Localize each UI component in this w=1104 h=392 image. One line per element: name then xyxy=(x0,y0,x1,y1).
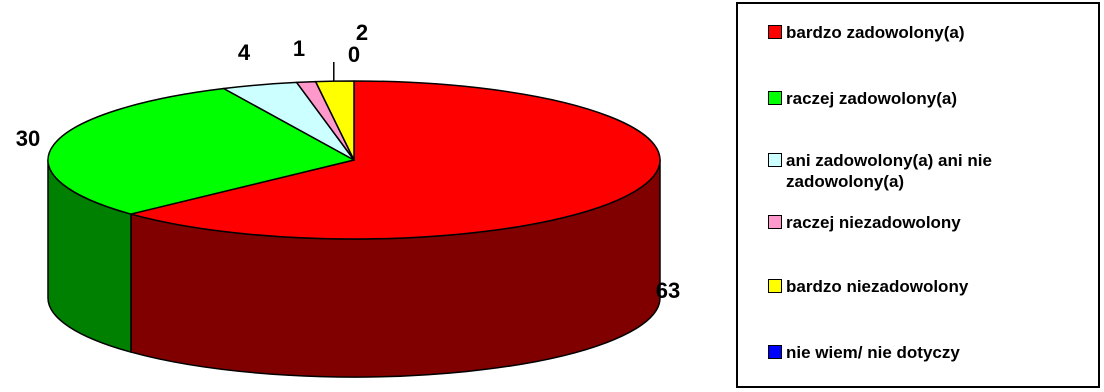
pie-slice-raczej-zadowolony-a xyxy=(47,87,355,215)
data-label-bardzo-niezadowolony: 2 xyxy=(356,20,368,45)
legend-label: nie wiem/ nie dotyczy xyxy=(786,343,960,362)
legend-item-nie-wiem: nie wiem/ nie dotyczy xyxy=(768,342,1086,363)
data-label-raczej-niezadowolony: 1 xyxy=(293,36,305,61)
pie-slice-bardzo-niezadowolony xyxy=(314,80,355,161)
legend-item-raczej-niezadowolony: raczej niezadowolony xyxy=(768,212,1086,233)
legend-item-raczej-zadowolony: raczej zadowolony(a) xyxy=(768,88,1086,109)
legend-item-bardzo-zadowolony: bardzo zadowolony(a) xyxy=(768,22,1086,43)
legend-label: bardzo niezadowolony xyxy=(786,277,969,296)
data-label-bardzo-zadowolony-a: 63 xyxy=(656,278,680,303)
legend-swatch xyxy=(768,25,782,39)
data-label-raczej-zadowolony-a: 30 xyxy=(16,126,40,151)
legend-label: raczej zadowolony(a) xyxy=(786,89,957,108)
legend-swatch xyxy=(768,279,782,293)
data-label-nie-wiem-nie-dotyczy: 0 xyxy=(348,42,360,67)
legend-item-bardzo-niezadowolony: bardzo niezadowolony xyxy=(768,276,1086,297)
chart-legend: bardzo zadowolony(a) raczej zadowolony(a… xyxy=(736,2,1100,388)
data-label-ani-zadowolony-a-ani-nie-zadowolony-a: 4 xyxy=(238,40,251,65)
pie-slice-bardzo-zadowolony-a xyxy=(130,80,661,240)
legend-label: bardzo zadowolony(a) xyxy=(786,23,965,42)
legend-swatch xyxy=(768,345,782,359)
legend-item-ani-zadowolony: ani zadowolony(a) ani nie zadowolony(a) xyxy=(768,150,1044,192)
legend-label: raczej niezadowolony xyxy=(786,213,961,232)
legend-swatch xyxy=(768,153,782,167)
pie-chart: 63 30 4 1 20 xyxy=(16,20,680,378)
legend-swatch xyxy=(768,91,782,105)
legend-label: ani zadowolony(a) ani nie zadowolony(a) xyxy=(786,151,992,191)
legend-swatch xyxy=(768,215,782,229)
